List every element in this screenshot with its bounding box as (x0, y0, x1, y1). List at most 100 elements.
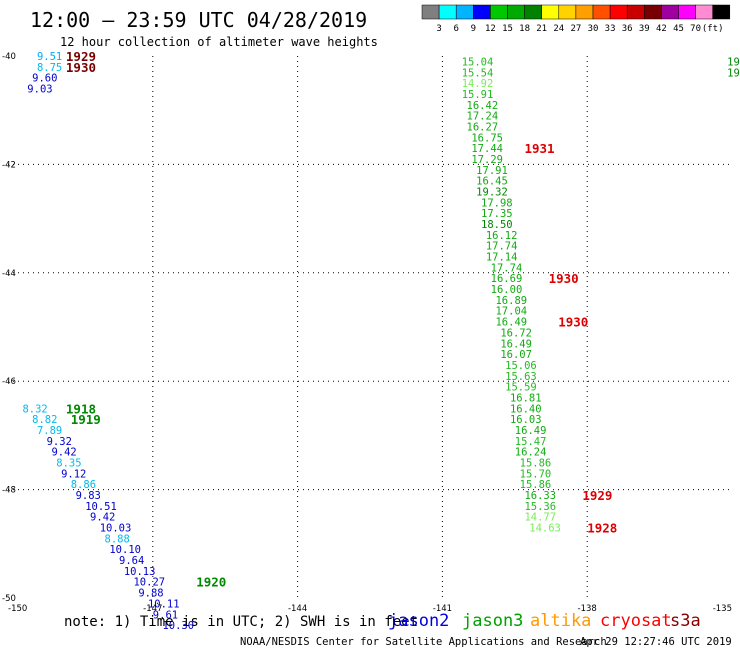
color-scale-swatch (507, 4, 525, 20)
swh-point-label: 17.98 (481, 197, 513, 209)
swh-point-label: 17.24 (467, 111, 499, 123)
x-tick-label: -150 (8, 604, 27, 614)
x-tick-label: -147 (143, 604, 162, 614)
swh-point-label: 15.36 (524, 501, 556, 513)
color-scale-label: 24 (553, 24, 564, 34)
swh-point-label: 9.88 (138, 588, 163, 600)
swh-point-label: 17.35 (481, 208, 513, 220)
color-scale-swatch (421, 4, 440, 20)
x-tick-label: -141 (433, 604, 452, 614)
y-tick-label: -40 (2, 52, 16, 62)
swh-point-label: 18.50 (481, 219, 513, 231)
swh-point-label: 15.86 (520, 458, 552, 470)
swh-point-label: 8.86 (71, 479, 96, 491)
time-label: 1930 (549, 271, 579, 286)
color-scale-swatch (695, 4, 713, 20)
footer-note: note: 1) Time is in UTC; 2) SWH is in fe… (64, 614, 418, 630)
x-tick-label: -138 (578, 604, 597, 614)
swh-point-label: 9.83 (76, 490, 101, 502)
swh-point-label: 19 (727, 67, 740, 79)
y-tick-label: -42 (2, 160, 16, 170)
color-scale-swatch (524, 4, 542, 20)
swh-point-label: 9.32 (47, 436, 72, 448)
swh-point-label: 16.49 (515, 425, 547, 437)
color-scale-swatch (592, 4, 611, 20)
swh-point-label: 9.03 (27, 84, 52, 96)
color-scale-label: 18 (519, 24, 530, 34)
swh-point-label: 16.49 (495, 317, 527, 329)
swh-point-label: 17.04 (495, 306, 527, 318)
swh-point-label: 15.04 (462, 56, 494, 68)
swh-point-label: 17.44 (471, 143, 503, 155)
swh-point-label: 10.03 (100, 523, 132, 535)
color-scale-label: 36 (622, 24, 633, 34)
legend-item-cryosat: cryosat (600, 611, 672, 631)
swh-point-label: 15.47 (515, 436, 547, 448)
swh-point-label: 8.35 (56, 458, 81, 470)
y-tick-label: -46 (2, 377, 16, 387)
swh-point-label: 14.92 (462, 78, 494, 90)
color-scale-swatch (575, 4, 594, 20)
color-scale-label: 70 (690, 24, 701, 34)
color-scale-label: 39 (639, 24, 650, 34)
swh-point-label: 10.51 (85, 501, 117, 513)
time-label: 1929 (66, 49, 96, 64)
swh-point-label: 19.32 (476, 187, 508, 199)
time-label: 1920 (196, 575, 226, 590)
swh-point-label: 16.81 (510, 392, 542, 404)
swh-point-label: 16.27 (467, 121, 499, 133)
swh-point-label: 15.70 (520, 468, 552, 480)
color-scale-label: 45 (673, 24, 684, 34)
color-scale-swatch (438, 4, 457, 20)
data-points: 9.518.759.609.038.328.827.899.329.428.35… (22, 51, 739, 632)
time-label: 1930 (558, 315, 588, 330)
swh-point-label: 15.91 (462, 89, 494, 101)
color-scale-label: 3 (436, 24, 441, 34)
time-label: 1929 (582, 488, 612, 503)
legend-item-altika: altika (530, 611, 591, 631)
color-scale-bar: 3 6 9 12 15 18 21 24 27 30 33 36 39 42 45 70 (ft) (421, 4, 731, 34)
swh-point-label: 8.82 (32, 414, 57, 426)
swh-point-label: 16.75 (471, 132, 503, 144)
swh-point-label: 17.74 (486, 241, 518, 253)
color-scale-swatch (661, 4, 679, 20)
swh-point-label: 16.00 (491, 284, 523, 296)
swh-point-label: 19 (727, 56, 740, 68)
color-scale-swatch (712, 4, 731, 20)
y-axis-ticks: -40 -42 -44 -46 -48 -50 (2, 52, 16, 604)
swh-point-label: 9.42 (51, 447, 76, 459)
swh-point-label: 17.29 (471, 154, 503, 166)
color-scale-swatch (558, 4, 577, 20)
swh-point-label: 15.63 (505, 371, 537, 383)
swh-point-label: 10.30 (162, 620, 194, 632)
legend-item-jason2: jason2 (388, 611, 449, 631)
time-label: 1919 (71, 412, 101, 427)
swh-point-label: 10.27 (133, 577, 165, 589)
swh-point-label: 8.75 (37, 62, 62, 74)
color-scale-swatch (490, 4, 508, 20)
color-scale-swatch (541, 4, 560, 20)
color-scale-label: 42 (656, 24, 667, 34)
swh-point-label: 16.45 (476, 176, 508, 188)
color-scale-label: 27 (570, 24, 581, 34)
color-scale-swatch (644, 4, 662, 20)
swh-point-label: 15.86 (520, 479, 552, 491)
color-scale-label: 21 (536, 24, 547, 34)
swh-point-label: 16.24 (515, 447, 547, 459)
swh-point-label: 16.03 (510, 414, 542, 426)
legend-item-jason3: jason3 (462, 611, 523, 631)
swh-point-label: 17.14 (486, 252, 518, 264)
x-tick-label: -135 (713, 604, 732, 614)
color-scale-swatch (626, 4, 645, 20)
swh-point-label: 16.40 (510, 403, 542, 415)
swh-point-label: 16.07 (500, 349, 532, 361)
grid-lines (8, 56, 732, 598)
color-scale-label: 12 (485, 24, 496, 34)
swh-point-label: 17.91 (476, 165, 508, 177)
color-scale-swatch (455, 4, 474, 20)
swh-point-label: 16.12 (486, 230, 518, 242)
color-scale-label: 33 (605, 24, 616, 34)
